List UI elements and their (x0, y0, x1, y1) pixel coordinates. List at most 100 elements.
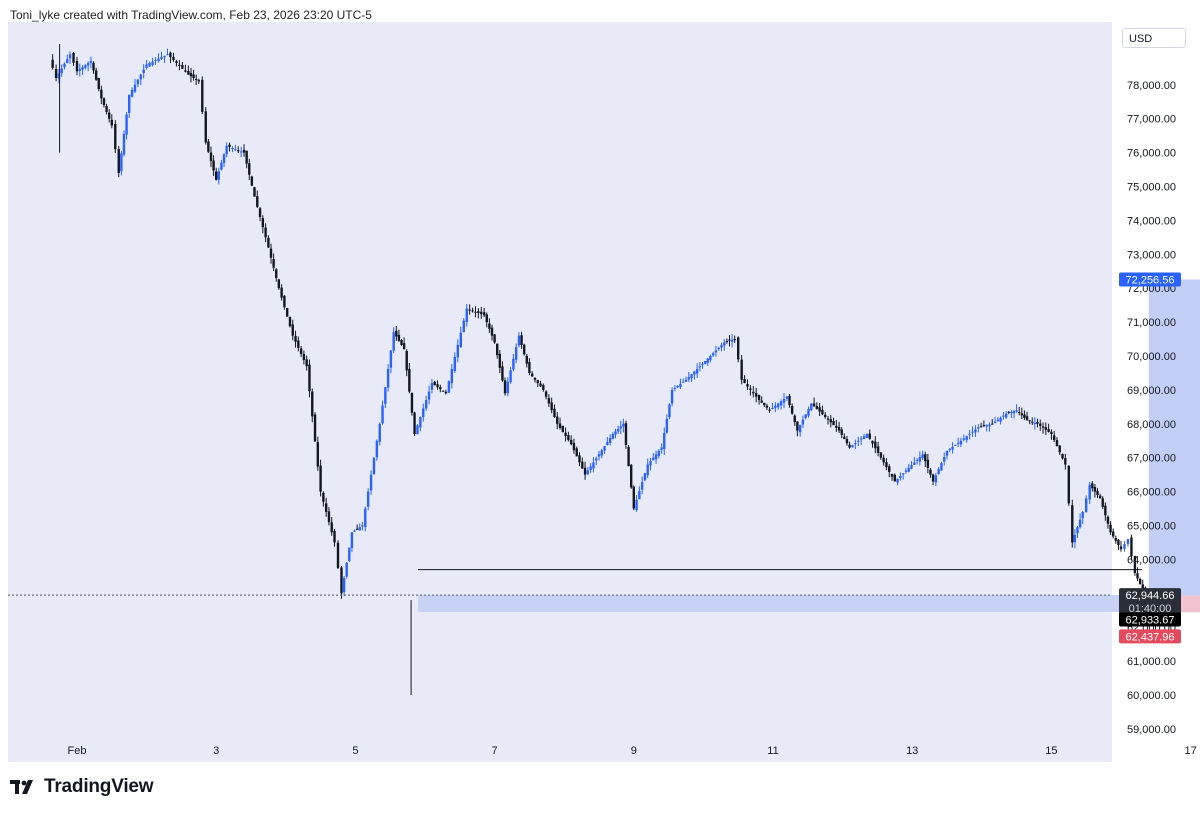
candle-body (269, 248, 273, 258)
candle-body (635, 499, 638, 511)
candle-body (1141, 584, 1144, 590)
candle-body (679, 383, 682, 388)
candle-body (851, 445, 854, 448)
candle-body (277, 279, 281, 289)
candle-body (569, 439, 573, 445)
candle-body (145, 64, 148, 68)
candle-body (926, 459, 930, 468)
candle-body (528, 362, 531, 373)
candle-body (845, 438, 849, 444)
candle-body (676, 385, 679, 388)
candle-body (105, 106, 108, 112)
candle-body (522, 344, 526, 355)
candle-body (302, 353, 306, 361)
candle-body (1025, 416, 1029, 421)
candle-body (723, 342, 726, 346)
candle-body (498, 353, 502, 368)
candle-body (1055, 439, 1059, 447)
candle-body (1050, 431, 1053, 434)
candle-body (78, 69, 81, 71)
candle-body (550, 402, 553, 411)
candle-body (542, 385, 545, 390)
candle-body (885, 462, 888, 468)
y-tick-label: 64,000.00 (1127, 554, 1176, 566)
candle-body (868, 433, 871, 439)
candle-body (512, 358, 515, 370)
candle-body (714, 350, 718, 353)
candle-body (172, 56, 175, 61)
candle-body (693, 371, 696, 375)
x-tick-label: 11 (767, 745, 778, 757)
candle-body (299, 348, 303, 354)
candle-body (652, 457, 655, 461)
candle-body (765, 405, 769, 408)
candle-body (436, 384, 439, 388)
candle-body (698, 366, 702, 368)
candle-body (1004, 413, 1008, 418)
candle-body (316, 442, 320, 467)
candle-body (706, 358, 709, 363)
candle-body (75, 61, 79, 72)
candle-body (951, 446, 954, 450)
candle-body (136, 79, 140, 85)
candle-body (871, 440, 874, 444)
candle-body (629, 464, 633, 488)
candle-body (1085, 498, 1088, 513)
y-tick-label: 59,000.00 (1127, 724, 1176, 736)
candle-body (480, 311, 483, 315)
candle-body (567, 435, 570, 441)
candle-body (777, 403, 780, 408)
candle-body (358, 527, 361, 531)
candle-body (771, 407, 774, 410)
candle-body (378, 423, 381, 442)
candle-body (581, 461, 584, 469)
candle-body (996, 419, 1000, 421)
candle-body (375, 440, 379, 458)
candle-body (1117, 539, 1120, 545)
candle-body (608, 438, 612, 443)
y-tick-label: 71,000.00 (1127, 317, 1176, 329)
candle-body (450, 369, 454, 384)
candle-body (589, 466, 592, 471)
candle-body (572, 442, 576, 451)
y-tick-label: 77,000.00 (1127, 114, 1176, 126)
candle-body (815, 406, 819, 409)
candle-body (840, 429, 843, 435)
candle-body (405, 350, 408, 371)
y-tick-label: 70,000.00 (1127, 351, 1176, 363)
candle-body (297, 340, 300, 348)
candle-body (194, 79, 198, 81)
candle-body (68, 54, 72, 59)
currency-selector[interactable]: USD (1122, 28, 1186, 48)
candle-body (740, 359, 743, 380)
candle-body (348, 547, 351, 562)
candle-body (793, 415, 796, 423)
candle-body (832, 421, 835, 426)
candle-body (746, 383, 749, 387)
candle-body (285, 307, 289, 317)
chart-header: Toni_lyke created with TradingView.com, … (10, 8, 372, 22)
candle-body (410, 392, 414, 413)
candle-body (1061, 453, 1064, 459)
candle-body (120, 153, 123, 172)
candle-body (175, 61, 178, 64)
candle-body (184, 70, 187, 72)
candle-body (709, 356, 712, 361)
candle-body (556, 416, 559, 424)
candle-body (397, 334, 401, 341)
candle-body (1023, 414, 1026, 418)
candle-body (763, 402, 766, 406)
candle-body (122, 133, 126, 155)
candle-body (1106, 516, 1110, 524)
candle-body (687, 377, 690, 380)
candle-body (447, 381, 451, 393)
candle-body (857, 440, 860, 442)
candle-body (931, 474, 935, 482)
candle-body (163, 55, 166, 58)
candle-body (638, 490, 641, 500)
chart-area[interactable] (8, 22, 1112, 762)
candle-body (985, 425, 988, 427)
candle-body (790, 405, 794, 414)
